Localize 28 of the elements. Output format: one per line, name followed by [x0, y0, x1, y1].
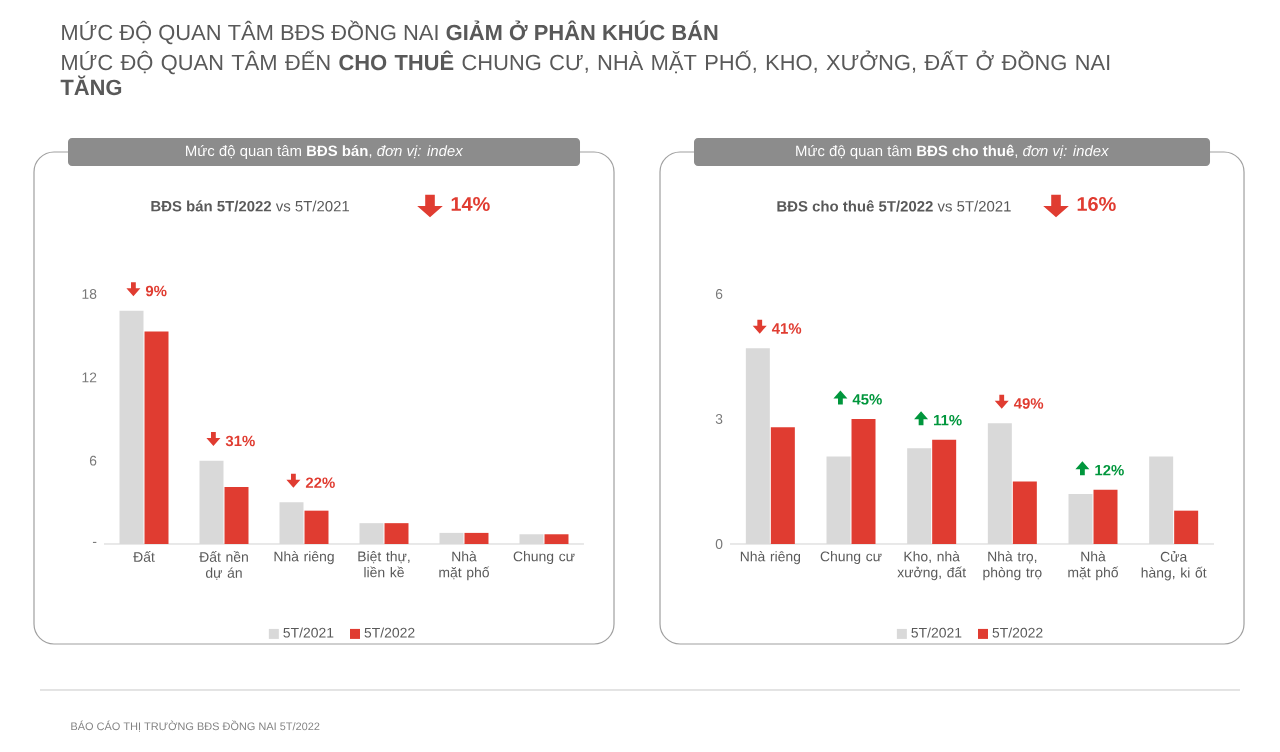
bar: [770, 427, 795, 544]
bar: [1012, 481, 1037, 544]
text: 14%: [451, 196, 490, 211]
text: MỨC ĐỘ QUAN TÂM ĐẾN CHO THUÊ CHUNG CƯ, NHÀ MẶT PHỐ, KHO, XƯỞNG, ĐẤT Ở ĐỒNG NAI TĂNG: [60, 50, 1110, 96]
bar: [987, 423, 1012, 544]
bar: [544, 534, 569, 544]
bar: [199, 460, 224, 544]
bar: [119, 310, 144, 544]
bar: [745, 348, 770, 544]
bar: [1068, 494, 1093, 544]
bar: [519, 534, 544, 544]
bar: [439, 532, 464, 544]
bar: [464, 532, 489, 544]
bar: [907, 448, 932, 544]
bar: [851, 419, 876, 544]
bar: [932, 439, 957, 544]
bar: [384, 523, 409, 544]
bar: [279, 502, 304, 544]
bar: [826, 456, 851, 544]
bar: [1093, 489, 1118, 544]
bar: [144, 331, 169, 544]
bar: [1174, 510, 1199, 544]
chart-title: MỨC ĐỘ QUAN TÂM BĐS ĐỒNG NAI GIẢM Ở PHÂN KHÚC BÁN: [62, 20, 718, 45]
text: 16%: [1077, 196, 1116, 212]
bar: [1149, 456, 1174, 544]
bar: [304, 510, 329, 544]
bar: [224, 487, 249, 544]
bar: [359, 523, 384, 544]
